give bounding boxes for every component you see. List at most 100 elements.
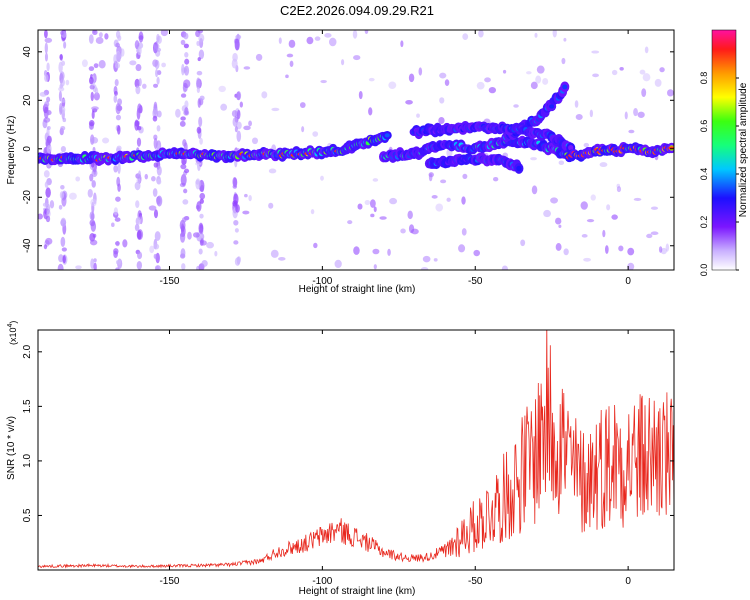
spectrogram-noise-blob (58, 61, 63, 73)
spectrogram-noise-blob (400, 228, 406, 234)
spectrogram-noise-blob (590, 194, 596, 201)
spectrogram-noise-blob (313, 242, 318, 249)
snr-ytick-label: 2.0 (22, 344, 33, 358)
spectrogram-noise-blob (187, 231, 192, 240)
spectrogram-noise-blob (38, 213, 43, 220)
spectrogram-noise-blob (369, 199, 376, 208)
spectrogram-noise-blob (117, 162, 121, 174)
spectrogram-noise-blob (75, 176, 81, 182)
snr-scale-close: ) (8, 321, 18, 324)
snr-xlabel: Height of straight line (km) (299, 586, 416, 597)
spectrogram-noise-blob (60, 145, 66, 153)
colorbar-axis: 0.0 0.2 0.4 0.6 0.8 (699, 72, 739, 276)
spectrogram-noise-blob (42, 202, 49, 207)
spectrogram-noise-blob (134, 181, 141, 191)
spectrogram-noise-blob (46, 126, 51, 131)
spectrogram-noise-blob (138, 35, 144, 40)
spectrogram-noise-blob (285, 74, 289, 79)
spectrogram-noise-blob (98, 60, 106, 69)
spectrogram-noise-blob (135, 217, 142, 225)
spectrogram-noise-blob (113, 54, 118, 64)
spectrogram-noise-blob (152, 59, 158, 67)
spectrogram-noise-blob (462, 173, 468, 179)
spectrogram-noise-blob (531, 185, 538, 195)
spectrogram-noise-blob (439, 72, 447, 79)
spectrogram-noise-blob (58, 102, 63, 115)
spectrogram-noise-blob (180, 174, 187, 186)
spectrogram-noise-blob (156, 196, 162, 206)
spectrogram-noise-blob (60, 236, 66, 247)
spectrogram-noise-blob (179, 231, 186, 243)
spectrogram-noise-blob (201, 259, 208, 267)
spectrogram-noise-blob (633, 197, 642, 201)
spectrogram-noise-blob (196, 201, 202, 212)
spectrogram-noise-blob (148, 205, 157, 211)
spectrogram-noise-blob (320, 79, 327, 84)
spectrogram-noise-blob (231, 58, 238, 69)
spectrogram-noise-blob (602, 229, 606, 238)
spectrogram-noise-blob (113, 250, 118, 259)
spectrogram-noise-blob (65, 79, 70, 86)
spectrogram-noise-blob (220, 103, 228, 111)
spectrogram-noise-blob (199, 198, 204, 204)
spectrogram-noise-blob (89, 84, 95, 90)
spectrogram-noise-blob (353, 55, 361, 61)
spectrogram-noise-blob (46, 145, 52, 154)
spectrogram-noise-blob (347, 220, 353, 225)
spectrogram-noise-blob (137, 45, 142, 56)
spectrogram-noise-blob (235, 34, 242, 40)
spectrogram-noise-blob (57, 263, 64, 270)
spectrogram-noise-blob (364, 30, 369, 35)
spectrogram-noise-blob (114, 90, 118, 96)
snr-scale-label: (x104) (7, 321, 18, 345)
spectrogram-noise-blob (364, 200, 371, 206)
spectrogram-noise-blob (543, 209, 551, 218)
spectrogram-noise-blob (43, 244, 48, 250)
spectrogram-noise-blob (586, 218, 595, 223)
spectrogram-noise-blob (117, 183, 121, 192)
spectrogram-track-core (562, 84, 568, 90)
spectrogram-noise-blob (214, 250, 218, 257)
spectrogram-noise-blob (198, 49, 205, 60)
snr-xtick-label: 0 (625, 576, 631, 587)
spectrogram-noise-blob (232, 177, 237, 187)
spectrogram-noise-blob (115, 260, 120, 265)
spectrogram-noise-blob (446, 197, 451, 202)
spectrogram-noise-blob (183, 188, 188, 194)
spectrogram-noise-blob (368, 107, 373, 116)
spectrogram-noise-blob (149, 245, 155, 254)
spectrogram-noise-blob (370, 213, 375, 218)
spectrogram-noise-blob (261, 91, 268, 99)
spectrogram-noise-blob (90, 198, 97, 207)
spectrogram-noise-blob (206, 241, 214, 249)
spectrogram-noise-blob (473, 249, 480, 257)
spectrogram-noise-blob (93, 258, 97, 263)
colorbar-tick-label: 0.8 (699, 72, 709, 85)
colorbar-label: Normalized spectral amplitude (738, 82, 749, 217)
spectrogram-noise-blob (552, 30, 557, 38)
snr-ytick-label: 1.5 (22, 399, 33, 413)
spectrogram-noise-blob (558, 160, 565, 166)
colorbar-tick-label: 0.6 (699, 120, 709, 133)
snr-scale-exponent: 4 (7, 323, 14, 327)
spectrogram-noise-blob (410, 228, 419, 235)
spectrogram-noise-blob (372, 248, 380, 255)
spectrogram-noise-blob (61, 247, 67, 252)
spectrogram-noise-blob (44, 52, 48, 62)
spectrogram-noise-blob (341, 59, 345, 66)
spectrogram-noise-blob (407, 210, 413, 220)
spectrogram-noise-blob (646, 233, 653, 239)
spectrogram-noise-blob (563, 37, 567, 42)
spectrogram-ytick-label: 0 (22, 146, 33, 152)
spectrogram-noise-blob (373, 264, 377, 270)
spectrogram-noise-blob (122, 239, 128, 248)
spectrogram-noise-blob (198, 248, 203, 255)
spectrogram-noise-blob (59, 71, 65, 81)
spectrogram-noise-blob (440, 179, 447, 184)
spectrogram-noise-blob (592, 73, 599, 78)
spectrogram-noise-blob (183, 32, 189, 40)
spectrogram-noise-blob (234, 228, 239, 233)
spectrogram-noise-blob (45, 215, 51, 223)
spectrogram-ytick-label: -20 (22, 190, 33, 205)
spectrogram-noise-blob (104, 33, 109, 40)
